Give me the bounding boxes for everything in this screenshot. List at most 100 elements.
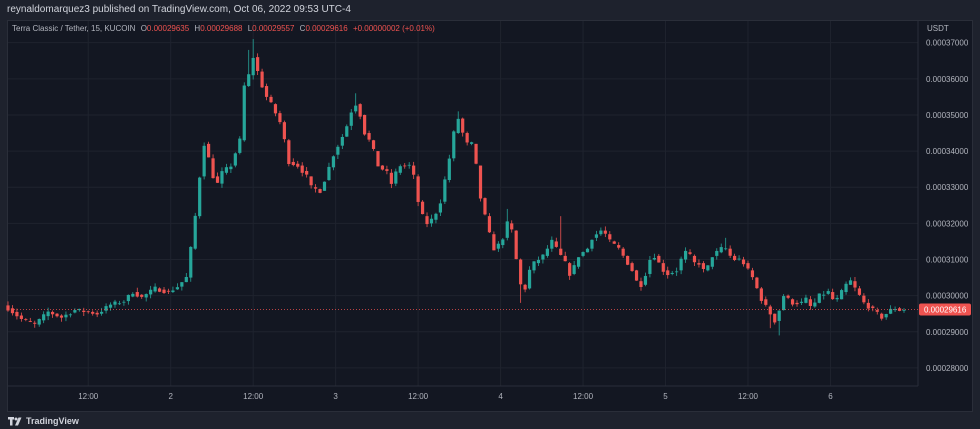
publisher-bar: reynaldomarquez3 published on TradingVie…: [0, 0, 980, 20]
price-axis: 0.00037000 0.00036000 0.00035000 0.00034000…: [926, 39, 969, 373]
time-tick-label: 12:00: [78, 392, 99, 401]
candle-body: [425, 216, 429, 225]
chart-pane[interactable]: [7, 20, 973, 412]
candle-body: [710, 257, 714, 267]
candle-body: [853, 281, 857, 288]
candle-body: [113, 301, 117, 305]
candle-body: [804, 297, 808, 303]
tradingview-brand: TradingView: [26, 416, 79, 426]
candle-body: [220, 171, 224, 184]
candle-body: [135, 292, 139, 297]
candle-body: [251, 57, 255, 76]
candle-body: [844, 283, 848, 293]
footer[interactable]: TradingView: [8, 413, 79, 429]
candle-body: [822, 294, 826, 296]
candle-body: [871, 306, 875, 309]
candle-body: [692, 255, 697, 263]
candle-body: [697, 263, 701, 265]
candle-body: [474, 143, 478, 164]
candle-body: [447, 158, 451, 181]
candle-body: [287, 140, 291, 164]
candle-body: [782, 296, 786, 311]
candle-body: [594, 234, 599, 238]
candle-body: [28, 320, 32, 322]
candle-body: [336, 146, 340, 155]
candle-body: [242, 85, 246, 141]
candle-body: [256, 57, 260, 72]
price-tick-label: 0.00036000: [926, 75, 969, 84]
candle-body: [648, 259, 652, 274]
candle-body: [715, 250, 719, 256]
candle-body: [554, 241, 558, 247]
candle-body: [264, 86, 269, 97]
candle-body: [443, 179, 447, 202]
candle-body: [773, 313, 777, 323]
candle-body: [412, 165, 416, 175]
price-tick-label: 0.00032000: [926, 219, 969, 228]
candle-body: [599, 230, 603, 235]
candle-body: [545, 248, 549, 256]
candle-body: [465, 133, 469, 143]
candle-body: [198, 177, 202, 217]
candle-body: [269, 96, 273, 103]
candle-body: [839, 290, 844, 300]
candle-body: [403, 165, 407, 167]
candle-body: [603, 230, 607, 234]
candle-body: [140, 294, 144, 297]
candle-body: [184, 276, 188, 283]
candle-body: [215, 176, 220, 183]
candle-body: [385, 169, 389, 171]
candle-body: [438, 203, 442, 213]
candle-body: [902, 309, 906, 311]
high-value: 0.00029688: [200, 24, 243, 33]
candle-body: [157, 288, 162, 292]
candle-body: [527, 269, 532, 289]
time-tick-label: 12:00: [738, 392, 759, 401]
open-value: 0.00029635: [146, 24, 190, 33]
candle-body: [371, 140, 376, 149]
candle-body: [224, 167, 229, 173]
candle-body: [345, 126, 349, 137]
candle-body: [91, 311, 95, 314]
candle-body: [189, 246, 193, 278]
candle-body: [282, 122, 286, 140]
candle-body: [340, 136, 344, 146]
price-tick-label: 0.00037000: [926, 39, 969, 48]
candle-body: [737, 258, 741, 260]
candle-body: [683, 250, 688, 260]
candle-body: [884, 314, 888, 318]
candle-body: [229, 166, 233, 170]
candle-body: [826, 291, 830, 294]
candle-body: [278, 113, 282, 123]
time-tick-label: 3: [333, 392, 338, 401]
candle-body: [688, 252, 692, 254]
candle-body: [429, 218, 434, 224]
candle-body: [238, 138, 242, 153]
candle-body: [808, 299, 812, 306]
candle-body: [461, 118, 465, 133]
candle-body: [608, 234, 612, 240]
candle-body: [487, 216, 492, 233]
close-value: 0.00029616: [305, 24, 348, 33]
candle-body: [813, 302, 817, 307]
candle-body: [831, 292, 835, 300]
candle-body: [233, 153, 237, 166]
candle-body: [149, 289, 153, 295]
candle-body: [661, 263, 665, 272]
candle-body: [175, 287, 179, 290]
candle-body: [741, 259, 746, 265]
candle-body: [68, 314, 73, 316]
candle-body: [657, 255, 661, 263]
candle-body: [835, 297, 839, 300]
candle-body: [166, 290, 171, 292]
price-tick-label: 0.00031000: [926, 256, 969, 265]
candle-body: [108, 304, 113, 308]
candle-body: [131, 293, 135, 297]
candle-body: [581, 252, 585, 256]
price-tick-label: 0.00034000: [926, 147, 969, 156]
time-tick-label: 5: [663, 392, 668, 401]
time-tick-label: 6: [828, 392, 833, 401]
candle-body: [617, 245, 621, 248]
candle-body: [416, 176, 420, 202]
